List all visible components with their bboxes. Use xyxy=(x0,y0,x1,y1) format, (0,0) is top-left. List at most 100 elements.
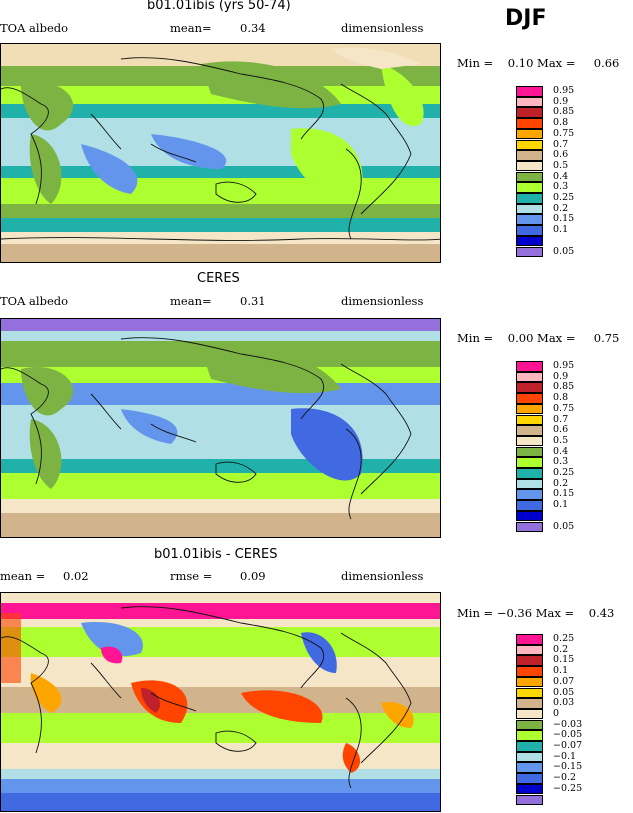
legend-label: 0.25 xyxy=(553,633,575,644)
legend-label: 0.8 xyxy=(553,117,569,129)
legend-label: 0.05 xyxy=(553,520,575,532)
legend-label: 0.05 xyxy=(553,686,575,698)
legend-swatch xyxy=(516,457,543,468)
legend-swatch xyxy=(516,193,543,204)
legend-swatch xyxy=(516,225,543,236)
legend-label: −0.07 xyxy=(553,740,583,751)
legend-swatch xyxy=(516,371,543,383)
legend-label: −0.2 xyxy=(553,772,577,784)
legend-swatch xyxy=(516,719,543,731)
legend-label: 0.25 xyxy=(553,192,575,203)
legend-label: 0.7 xyxy=(553,138,569,150)
legend-swatch xyxy=(516,730,543,741)
legend-label: 0.25 xyxy=(553,467,575,478)
mean-label: mean= xyxy=(170,294,212,308)
max-label: Max = xyxy=(537,56,576,70)
min-label: Min = xyxy=(457,606,494,620)
legend-label: 0.3 xyxy=(553,456,569,468)
legend-swatch xyxy=(516,214,543,225)
legend-label: −0.25 xyxy=(553,782,583,794)
legend-swatch xyxy=(516,403,543,415)
legend-swatch xyxy=(516,489,543,500)
legend-swatch xyxy=(516,203,543,215)
legend-label: −0.05 xyxy=(553,729,583,741)
legend-swatch xyxy=(516,246,543,257)
legend-label: 0.85 xyxy=(553,381,575,393)
legend-label: 0.75 xyxy=(553,402,575,414)
legend-swatch xyxy=(516,708,543,720)
legend-swatch xyxy=(516,361,543,372)
rmse-label: rmse = xyxy=(170,569,213,583)
legend-label: 0.1 xyxy=(553,224,569,236)
legend-label: 0.15 xyxy=(553,654,575,666)
legend-swatch xyxy=(516,96,543,108)
legend-swatch xyxy=(516,500,543,511)
map-difference-svg xyxy=(1,593,440,811)
min-value: −0.36 xyxy=(496,606,533,620)
legend-label: −0.1 xyxy=(553,750,577,762)
legend-swatch xyxy=(516,414,543,425)
legend-swatch xyxy=(516,783,543,795)
legend-swatch xyxy=(516,171,543,183)
units-label: dimensionless xyxy=(341,21,424,35)
legend-swatch xyxy=(516,425,543,436)
legend-swatch xyxy=(516,634,543,645)
legend-label: 0.4 xyxy=(553,170,569,182)
legend-difference: 0.25 0.2 0.15 0.1 0.07 0.05 0.03 0 −0.03 −0.05 −0.… xyxy=(516,633,582,806)
min-max-readout: Min = −0.36 Max = 0.43 xyxy=(457,606,614,620)
units-label: dimensionless xyxy=(341,569,424,583)
map-ceres xyxy=(0,318,441,538)
legend-label: 0.15 xyxy=(553,213,575,225)
legend-swatch xyxy=(516,676,543,688)
variable-label: TOA albedo xyxy=(0,21,69,35)
legend-swatch xyxy=(516,698,543,709)
legend-swatch xyxy=(516,741,543,752)
legend-label: 0.07 xyxy=(553,675,575,687)
legend-swatch xyxy=(516,435,543,447)
legend-swatch xyxy=(516,762,543,773)
legend-swatch xyxy=(516,478,543,490)
legend-swatch xyxy=(516,128,543,140)
legend-label: 0.1 xyxy=(553,499,569,511)
legend-label: 0.85 xyxy=(553,106,575,118)
max-label: Max = xyxy=(537,331,576,345)
legend-label: 0.6 xyxy=(553,424,569,436)
min-max-readout: Min = 0.00 Max = 0.75 xyxy=(457,331,619,345)
panel-title: b01.01ibis - CERES xyxy=(154,547,278,562)
max-value: 0.66 xyxy=(593,56,620,70)
legend-label: 0.15 xyxy=(553,488,575,500)
legend-swatch xyxy=(516,182,543,193)
panel-title: b01.01ibis (yrs 50-74) xyxy=(147,0,291,13)
min-value: 0.10 xyxy=(507,56,534,70)
legend-swatch xyxy=(516,235,543,247)
legend-label: 0.2 xyxy=(553,202,569,214)
min-label: Min = xyxy=(457,331,494,345)
legend-label: 0.7 xyxy=(553,413,569,425)
legend-label: 0.9 xyxy=(553,95,569,107)
legend-label: 0 xyxy=(553,707,560,719)
legend-label: 0.05 xyxy=(553,245,575,257)
min-max-readout: Min = 0.10 Max = 0.66 xyxy=(457,56,619,70)
legend-swatch xyxy=(516,393,543,404)
legend-swatch xyxy=(516,86,543,97)
legend-label: −0.15 xyxy=(553,761,583,773)
legend-label: 0.4 xyxy=(553,445,569,457)
legend-label: 0.03 xyxy=(553,697,575,709)
map-model-svg xyxy=(1,44,440,262)
map-ceres-svg xyxy=(1,319,440,537)
legend-swatch xyxy=(516,666,543,677)
map-difference xyxy=(0,592,441,812)
legend-label: 0.5 xyxy=(553,434,569,446)
legend-swatch xyxy=(516,150,543,161)
legend-label: 0.95 xyxy=(553,85,575,96)
legend-ceres: 0.95 0.9 0.85 0.8 0.75 0.7 0.6 0.5 0.4 0.3 0.25 0.2… xyxy=(516,360,574,533)
legend-swatch xyxy=(516,139,543,150)
legend-swatch xyxy=(516,382,543,393)
season-label: DJF xyxy=(505,6,547,31)
mean-value: 0.02 xyxy=(63,569,89,583)
max-value: 0.75 xyxy=(593,331,620,345)
legend-model: 0.95 0.9 0.85 0.8 0.75 0.7 0.6 0.5 0.4 0.3 0.25 0.2… xyxy=(516,85,574,258)
legend-swatch xyxy=(516,510,543,522)
panel-title: CERES xyxy=(197,271,240,286)
legend-swatch xyxy=(516,773,543,784)
